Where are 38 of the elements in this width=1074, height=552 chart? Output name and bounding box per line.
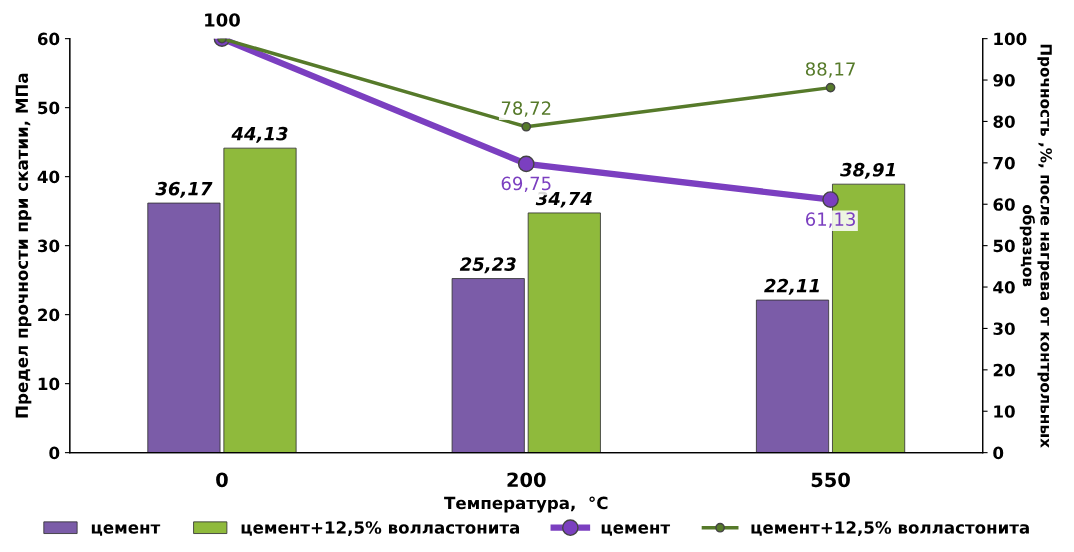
data-label: 25,23 (459, 257, 516, 274)
data-label: 22,11 (764, 278, 819, 295)
y2-tick-label: 50 (993, 239, 1015, 253)
y2-tick-label: 20 (993, 363, 1015, 377)
x-tick-label: 0 (216, 472, 228, 488)
data-label: 36,17 (155, 181, 213, 198)
y2-tick-label: 40 (993, 281, 1015, 294)
y2-tick-label: 30 (993, 322, 1015, 336)
y2-tick-label: 90 (993, 74, 1015, 87)
legend-label: цемент (91, 524, 161, 536)
y-tick-label: 20 (38, 308, 60, 322)
y-axis-title: Предел прочности при скатии, МПа (15, 73, 32, 418)
data-label: 44,13 (231, 126, 288, 143)
y-tick-label: 10 (38, 377, 60, 391)
legend-label: цемент (601, 524, 671, 536)
y-tick-label: 40 (37, 170, 60, 184)
y-tick-label: 0 (49, 446, 60, 460)
y-tick-label: 60 (37, 32, 60, 46)
data-label: 69,75 (501, 176, 551, 193)
data-label: 100 (205, 13, 240, 27)
data-label: 61,13 (805, 212, 855, 228)
legend-label: цемент+12,5% волластонита (241, 521, 520, 536)
y-tick-label: 50 (38, 101, 60, 115)
data-label: 78,72 (501, 101, 551, 117)
y2-tick-label: 80 (993, 115, 1015, 129)
y2-tick-label: 70 (993, 156, 1015, 170)
x-axis-title: Температура, °C (444, 496, 608, 513)
y-tick-label: 30 (38, 239, 60, 253)
data-label: 38,91 (840, 162, 896, 179)
y2-tick-label: 100 (994, 32, 1027, 46)
y2-tick-label: 60 (993, 198, 1015, 211)
x-tick-label: 200 (507, 472, 546, 488)
legend-label: цемент+12,5% волластонита (751, 521, 1029, 536)
data-label: 88,17 (805, 62, 855, 78)
data-label: 34,74 (535, 191, 592, 208)
x-tick-label: 550 (811, 472, 850, 488)
y2-tick-label: 10 (994, 405, 1015, 418)
y2-tick-label: 0 (993, 446, 1004, 460)
